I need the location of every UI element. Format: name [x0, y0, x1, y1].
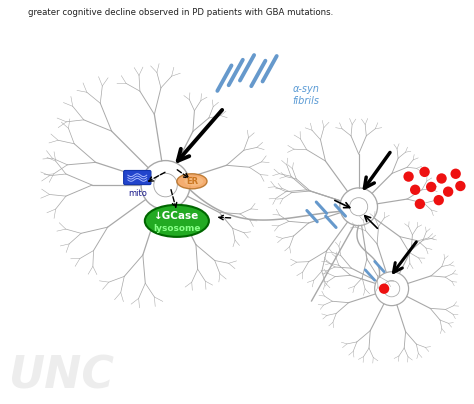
Circle shape	[410, 185, 420, 195]
Circle shape	[450, 168, 461, 179]
Circle shape	[437, 173, 447, 184]
FancyBboxPatch shape	[124, 170, 151, 185]
Circle shape	[419, 167, 430, 177]
Ellipse shape	[184, 177, 203, 186]
Text: α-syn
fibrils: α-syn fibrils	[293, 84, 320, 106]
Circle shape	[415, 199, 425, 209]
Circle shape	[455, 181, 465, 191]
Circle shape	[379, 284, 389, 294]
Text: greater cognitive decline observed in PD patients with GBA mutations.: greater cognitive decline observed in PD…	[28, 8, 333, 17]
Circle shape	[434, 195, 444, 205]
Circle shape	[426, 182, 437, 192]
Circle shape	[403, 171, 414, 182]
Text: ↓GCase: ↓GCase	[154, 211, 200, 221]
Text: mito: mito	[128, 189, 147, 198]
Circle shape	[443, 187, 453, 197]
Ellipse shape	[145, 205, 209, 237]
Text: ER: ER	[186, 177, 198, 186]
Ellipse shape	[177, 174, 207, 189]
Text: lysosome: lysosome	[153, 224, 201, 233]
Text: UNC: UNC	[9, 355, 115, 398]
